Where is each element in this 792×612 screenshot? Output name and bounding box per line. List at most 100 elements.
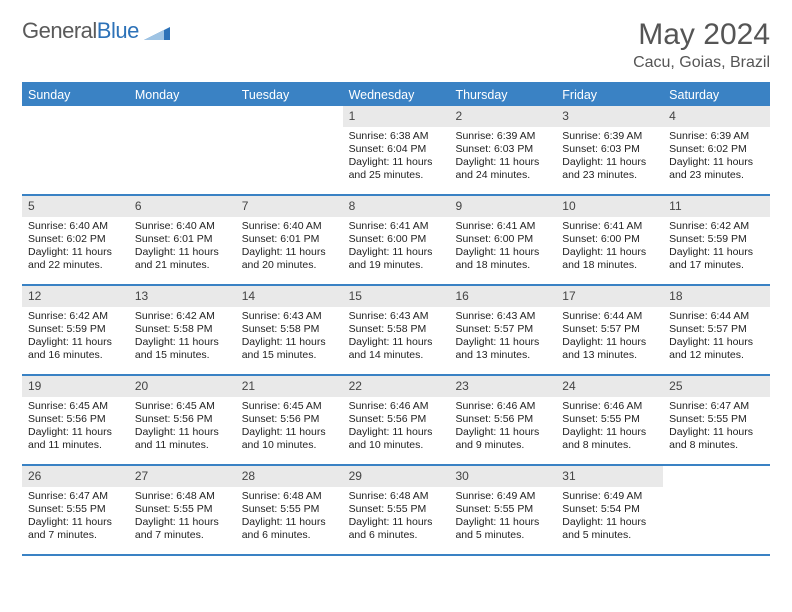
sunset-line: Sunset: 5:55 PM xyxy=(28,503,123,516)
dow-wed: Wednesday xyxy=(343,84,450,106)
sunset-line: Sunset: 5:55 PM xyxy=(455,503,550,516)
daylight-line: Daylight: 11 hours and 8 minutes. xyxy=(562,426,657,452)
sunset-line: Sunset: 5:57 PM xyxy=(669,323,764,336)
sunrise-line: Sunrise: 6:46 AM xyxy=(455,400,550,413)
dow-tue: Tuesday xyxy=(236,84,343,106)
day-number: 24 xyxy=(556,376,663,397)
day-body: Sunrise: 6:45 AMSunset: 5:56 PMDaylight:… xyxy=(236,397,343,457)
brand-part1: General xyxy=(22,18,97,43)
sunset-line: Sunset: 5:56 PM xyxy=(28,413,123,426)
sunrise-line: Sunrise: 6:43 AM xyxy=(242,310,337,323)
calendar: Sunday Monday Tuesday Wednesday Thursday… xyxy=(22,84,770,556)
day-cell: 11Sunrise: 6:42 AMSunset: 5:59 PMDayligh… xyxy=(663,196,770,284)
dow-sun: Sunday xyxy=(22,84,129,106)
day-body: Sunrise: 6:44 AMSunset: 5:57 PMDaylight:… xyxy=(663,307,770,367)
day-number: 31 xyxy=(556,466,663,487)
title-block: May 2024 Cacu, Goias, Brazil xyxy=(633,18,770,72)
week-row: 26Sunrise: 6:47 AMSunset: 5:55 PMDayligh… xyxy=(22,466,770,556)
day-cell xyxy=(22,106,129,194)
week-row: 12Sunrise: 6:42 AMSunset: 5:59 PMDayligh… xyxy=(22,286,770,376)
week-row: 1Sunrise: 6:38 AMSunset: 6:04 PMDaylight… xyxy=(22,106,770,196)
day-cell xyxy=(236,106,343,194)
daylight-line: Daylight: 11 hours and 13 minutes. xyxy=(562,336,657,362)
sunrise-line: Sunrise: 6:41 AM xyxy=(349,220,444,233)
daylight-line: Daylight: 11 hours and 8 minutes. xyxy=(669,426,764,452)
day-cell: 6Sunrise: 6:40 AMSunset: 6:01 PMDaylight… xyxy=(129,196,236,284)
day-number: 15 xyxy=(343,286,450,307)
dow-sat: Saturday xyxy=(663,84,770,106)
day-body: Sunrise: 6:40 AMSunset: 6:01 PMDaylight:… xyxy=(129,217,236,277)
daylight-line: Daylight: 11 hours and 13 minutes. xyxy=(455,336,550,362)
day-body: Sunrise: 6:39 AMSunset: 6:02 PMDaylight:… xyxy=(663,127,770,187)
day-body: Sunrise: 6:39 AMSunset: 6:03 PMDaylight:… xyxy=(556,127,663,187)
day-cell: 1Sunrise: 6:38 AMSunset: 6:04 PMDaylight… xyxy=(343,106,450,194)
sunrise-line: Sunrise: 6:48 AM xyxy=(135,490,230,503)
day-body: Sunrise: 6:46 AMSunset: 5:55 PMDaylight:… xyxy=(556,397,663,457)
day-body: Sunrise: 6:42 AMSunset: 5:58 PMDaylight:… xyxy=(129,307,236,367)
day-cell: 3Sunrise: 6:39 AMSunset: 6:03 PMDaylight… xyxy=(556,106,663,194)
day-number: 27 xyxy=(129,466,236,487)
day-cell: 7Sunrise: 6:40 AMSunset: 6:01 PMDaylight… xyxy=(236,196,343,284)
day-cell: 23Sunrise: 6:46 AMSunset: 5:56 PMDayligh… xyxy=(449,376,556,464)
day-cell: 14Sunrise: 6:43 AMSunset: 5:58 PMDayligh… xyxy=(236,286,343,374)
day-number: 5 xyxy=(22,196,129,217)
sunset-line: Sunset: 5:55 PM xyxy=(135,503,230,516)
day-number: 6 xyxy=(129,196,236,217)
day-body: Sunrise: 6:42 AMSunset: 5:59 PMDaylight:… xyxy=(22,307,129,367)
daylight-line: Daylight: 11 hours and 7 minutes. xyxy=(135,516,230,542)
daylight-line: Daylight: 11 hours and 6 minutes. xyxy=(242,516,337,542)
daylight-line: Daylight: 11 hours and 6 minutes. xyxy=(349,516,444,542)
sunset-line: Sunset: 5:56 PM xyxy=(135,413,230,426)
sunset-line: Sunset: 5:55 PM xyxy=(349,503,444,516)
day-cell: 29Sunrise: 6:48 AMSunset: 5:55 PMDayligh… xyxy=(343,466,450,554)
day-body: Sunrise: 6:42 AMSunset: 5:59 PMDaylight:… xyxy=(663,217,770,277)
day-body: Sunrise: 6:48 AMSunset: 5:55 PMDaylight:… xyxy=(129,487,236,547)
day-body: Sunrise: 6:46 AMSunset: 5:56 PMDaylight:… xyxy=(343,397,450,457)
day-cell: 4Sunrise: 6:39 AMSunset: 6:02 PMDaylight… xyxy=(663,106,770,194)
sunrise-line: Sunrise: 6:39 AM xyxy=(669,130,764,143)
week-row: 19Sunrise: 6:45 AMSunset: 5:56 PMDayligh… xyxy=(22,376,770,466)
daylight-line: Daylight: 11 hours and 20 minutes. xyxy=(242,246,337,272)
day-cell: 9Sunrise: 6:41 AMSunset: 6:00 PMDaylight… xyxy=(449,196,556,284)
sunset-line: Sunset: 5:59 PM xyxy=(669,233,764,246)
sunset-line: Sunset: 6:03 PM xyxy=(455,143,550,156)
sunset-line: Sunset: 5:57 PM xyxy=(562,323,657,336)
brand-triangle-icon xyxy=(144,22,170,40)
day-body: Sunrise: 6:43 AMSunset: 5:58 PMDaylight:… xyxy=(343,307,450,367)
sunset-line: Sunset: 5:58 PM xyxy=(242,323,337,336)
day-cell: 25Sunrise: 6:47 AMSunset: 5:55 PMDayligh… xyxy=(663,376,770,464)
daylight-line: Daylight: 11 hours and 16 minutes. xyxy=(28,336,123,362)
sunrise-line: Sunrise: 6:38 AM xyxy=(349,130,444,143)
day-body: Sunrise: 6:48 AMSunset: 5:55 PMDaylight:… xyxy=(343,487,450,547)
day-cell: 24Sunrise: 6:46 AMSunset: 5:55 PMDayligh… xyxy=(556,376,663,464)
sunrise-line: Sunrise: 6:40 AM xyxy=(242,220,337,233)
brand-part2: Blue xyxy=(97,18,139,43)
day-number: 21 xyxy=(236,376,343,397)
sunset-line: Sunset: 6:00 PM xyxy=(562,233,657,246)
day-number: 30 xyxy=(449,466,556,487)
sunset-line: Sunset: 6:02 PM xyxy=(28,233,123,246)
daylight-line: Daylight: 11 hours and 15 minutes. xyxy=(135,336,230,362)
sunset-line: Sunset: 6:04 PM xyxy=(349,143,444,156)
day-cell: 15Sunrise: 6:43 AMSunset: 5:58 PMDayligh… xyxy=(343,286,450,374)
day-number: 13 xyxy=(129,286,236,307)
day-body: Sunrise: 6:49 AMSunset: 5:55 PMDaylight:… xyxy=(449,487,556,547)
day-body: Sunrise: 6:41 AMSunset: 6:00 PMDaylight:… xyxy=(343,217,450,277)
day-cell: 13Sunrise: 6:42 AMSunset: 5:58 PMDayligh… xyxy=(129,286,236,374)
daylight-line: Daylight: 11 hours and 10 minutes. xyxy=(242,426,337,452)
sunset-line: Sunset: 5:54 PM xyxy=(562,503,657,516)
sunrise-line: Sunrise: 6:42 AM xyxy=(28,310,123,323)
sunrise-line: Sunrise: 6:39 AM xyxy=(455,130,550,143)
sunrise-line: Sunrise: 6:46 AM xyxy=(349,400,444,413)
sunrise-line: Sunrise: 6:47 AM xyxy=(669,400,764,413)
day-number: 28 xyxy=(236,466,343,487)
day-number: 12 xyxy=(22,286,129,307)
day-cell: 5Sunrise: 6:40 AMSunset: 6:02 PMDaylight… xyxy=(22,196,129,284)
day-number: 23 xyxy=(449,376,556,397)
daylight-line: Daylight: 11 hours and 21 minutes. xyxy=(135,246,230,272)
day-body: Sunrise: 6:46 AMSunset: 5:56 PMDaylight:… xyxy=(449,397,556,457)
daylight-line: Daylight: 11 hours and 15 minutes. xyxy=(242,336,337,362)
day-body: Sunrise: 6:40 AMSunset: 6:01 PMDaylight:… xyxy=(236,217,343,277)
sunset-line: Sunset: 5:58 PM xyxy=(349,323,444,336)
day-cell: 8Sunrise: 6:41 AMSunset: 6:00 PMDaylight… xyxy=(343,196,450,284)
